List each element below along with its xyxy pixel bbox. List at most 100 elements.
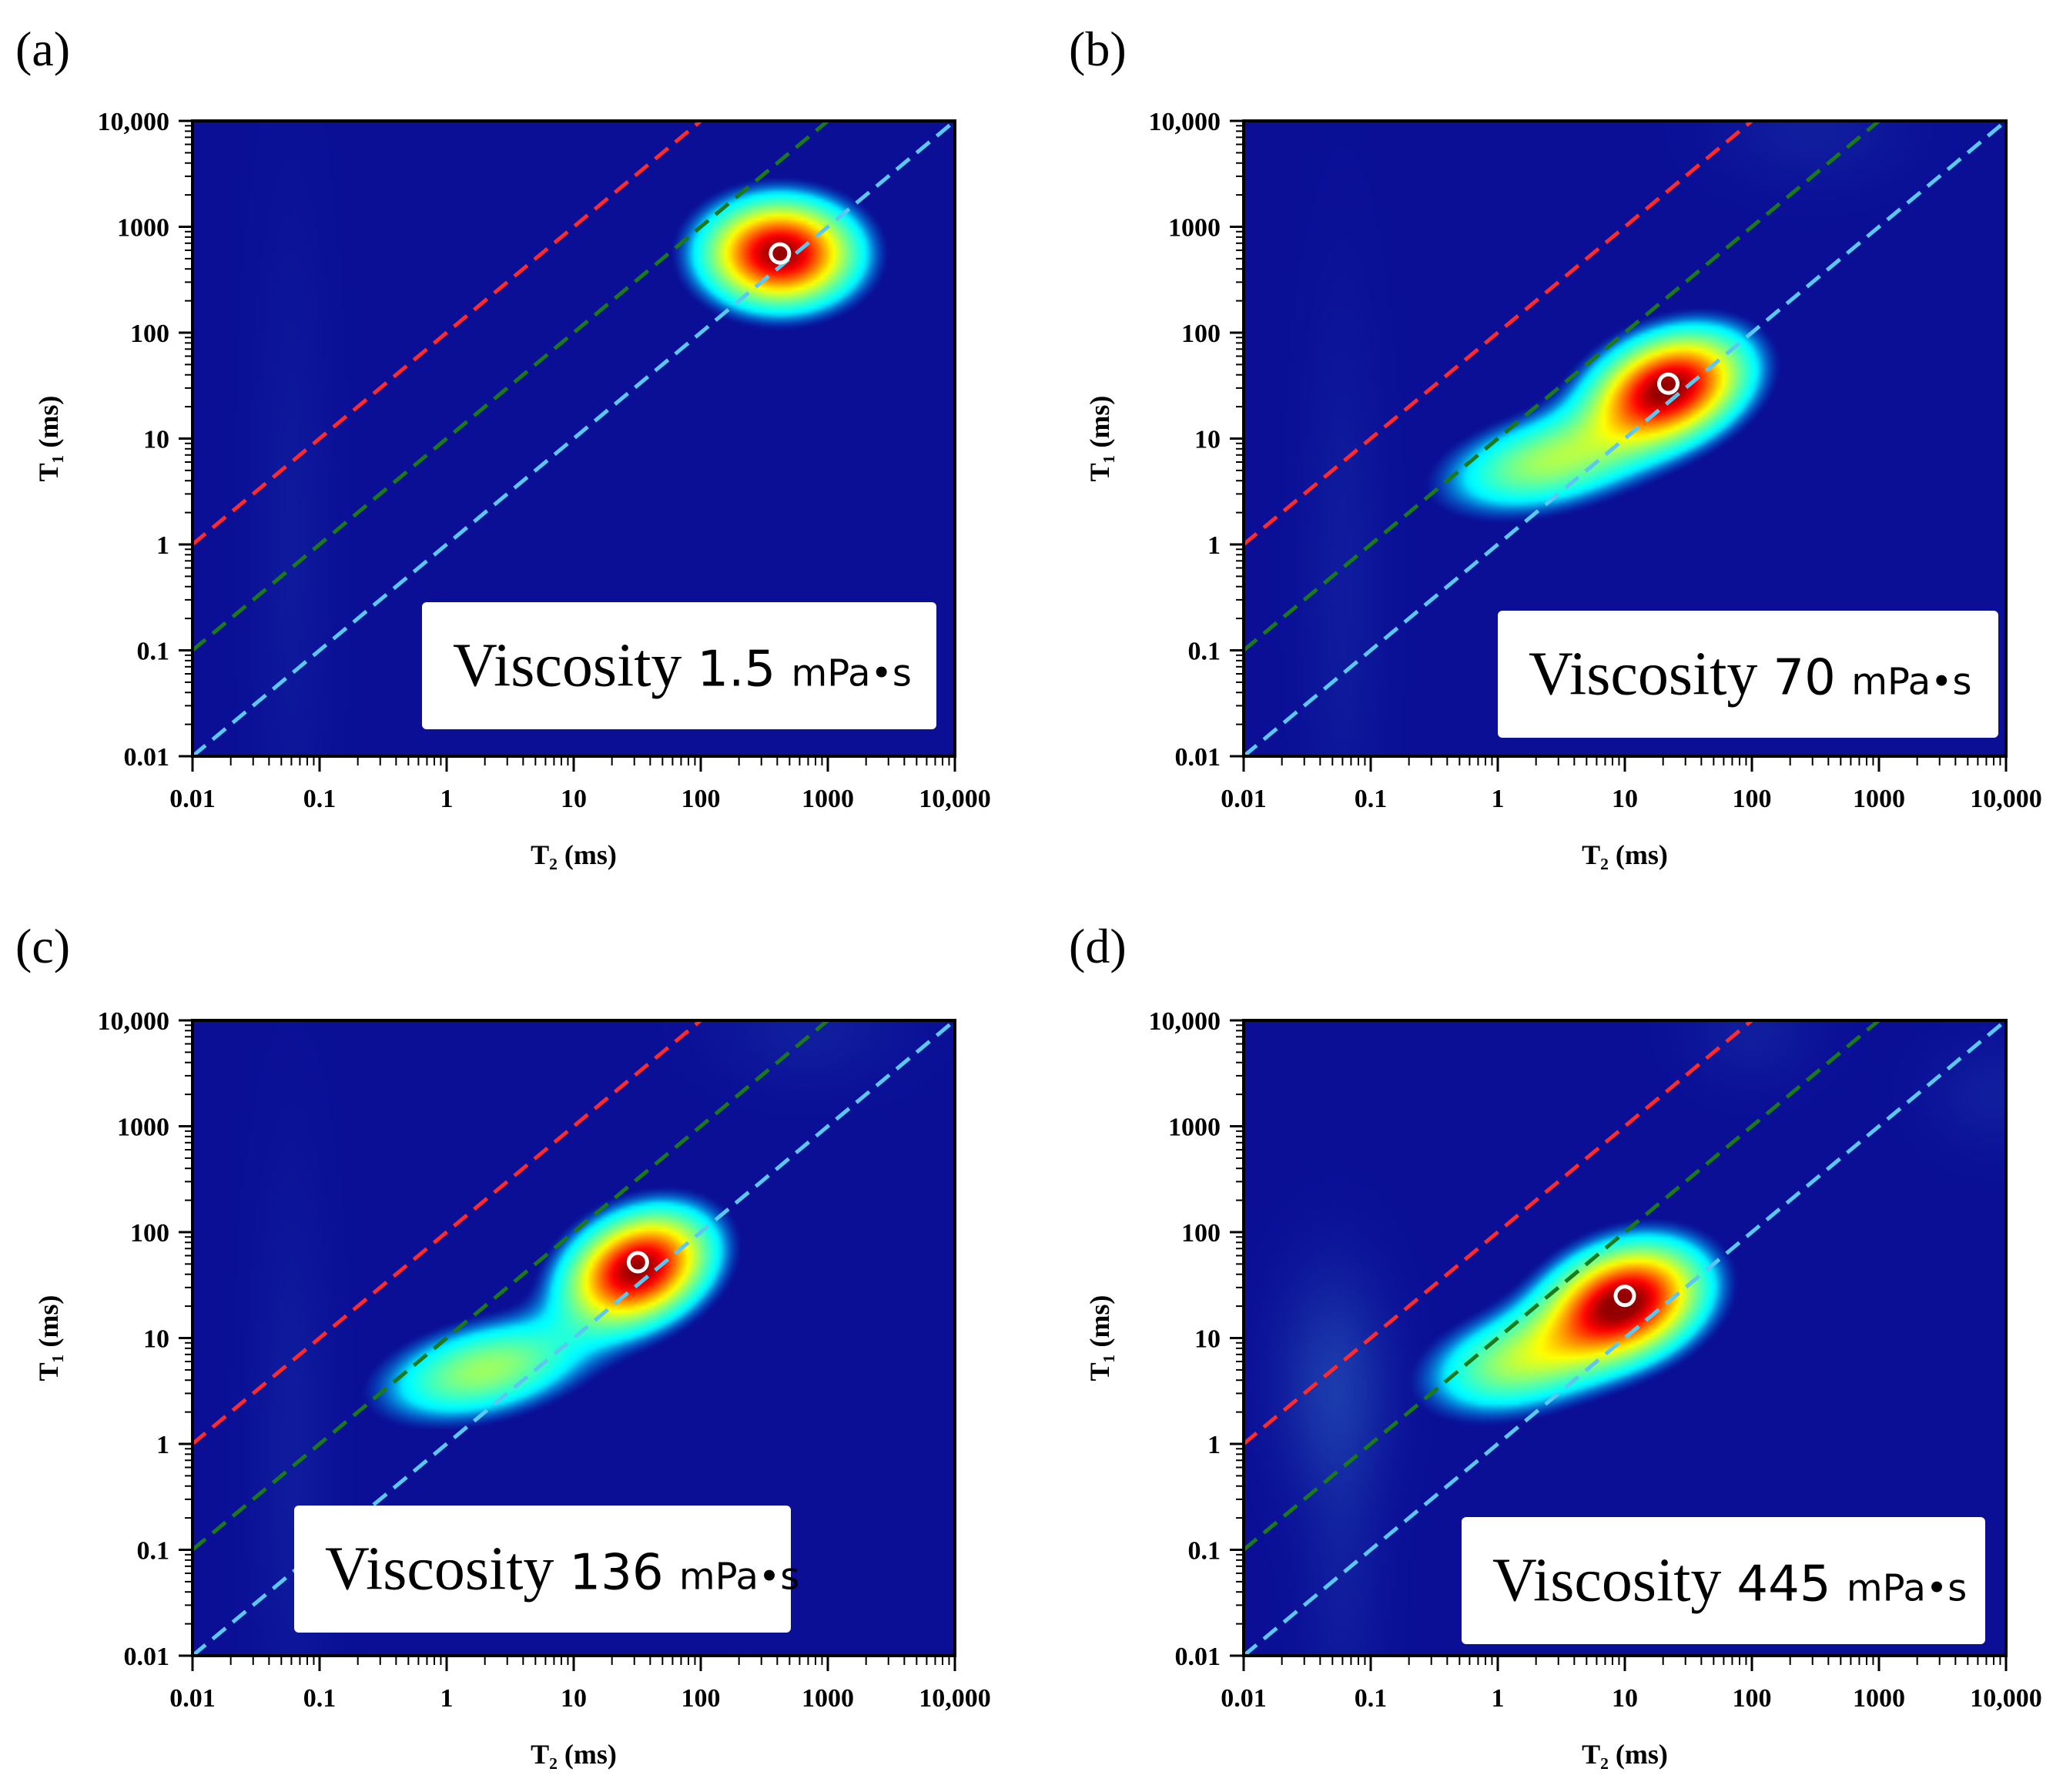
chart-panel-c: (c) 0.01 0.1 1 10 100 1000 10,000 0.01 0.1 1 10 100 1… (15, 919, 991, 1770)
reference-line-red (1244, 1020, 1755, 1445)
x-tick-label: 0.01 (1221, 785, 1267, 813)
y-tick-label: 10 (1194, 426, 1221, 454)
y-tick-label: 0.01 (1175, 743, 1221, 772)
x-tick-label: 1 (1492, 1684, 1505, 1713)
x-tick-label: 10 (561, 1684, 587, 1713)
x-tick-label: 100 (1733, 785, 1772, 813)
y-tick-label: 10,000 (1149, 1007, 1221, 1036)
x-tick-label: 1 (440, 785, 454, 813)
viscosity-unit: mPa•s (679, 1556, 799, 1599)
x-axis-label: T₂ (ms) (531, 839, 617, 870)
panel-label: (d) (1069, 919, 1127, 973)
chart-panel-b: (b) 0.01 0.1 1 10 100 1000 10,000 0.01 0.1 1 10 100 1… (1069, 22, 2042, 870)
panel-label: (c) (15, 919, 70, 973)
peak-marker (1613, 1285, 1636, 1308)
x-axis-label: T₂ (ms) (1582, 839, 1668, 870)
reference-line-green (193, 121, 831, 652)
x-tick-label: 100 (682, 785, 721, 813)
y-tick-label: 0.1 (1188, 1537, 1221, 1566)
x-tick-label: 0.1 (303, 1684, 337, 1713)
peak-marker (626, 1251, 649, 1274)
reference-line-cyan (1244, 1020, 2006, 1656)
x-axis-label: T₂ (ms) (1582, 1739, 1668, 1770)
y-tick-label: 1 (1207, 1431, 1221, 1459)
x-tick-label: 10,000 (1970, 1684, 2042, 1713)
viscosity-box (294, 1506, 791, 1633)
y-tick-label: 1000 (1168, 1114, 1221, 1142)
viscosity-value: 445 (1736, 1556, 1847, 1613)
viscosity-word: Viscosity (325, 1536, 569, 1603)
x-tick-label: 0.1 (303, 785, 337, 813)
y-axis-label: T₁ (ms) (33, 396, 64, 482)
y-tick-label: 0.01 (124, 1643, 170, 1671)
viscosity-unit: mPa•s (792, 652, 912, 695)
y-tick-label: 1 (156, 1431, 169, 1459)
y-tick-label: 0.01 (124, 743, 170, 772)
x-tick-label: 1 (1492, 785, 1505, 813)
reference-line-red (1244, 121, 1755, 546)
y-tick-label: 10 (143, 426, 169, 454)
x-tick-label: 1000 (1853, 1684, 1905, 1713)
x-tick-label: 1000 (802, 785, 854, 813)
x-tick-label: 10 (1612, 1684, 1638, 1713)
y-tick-label: 1000 (117, 214, 169, 243)
x-tick-label: 1000 (1853, 785, 1905, 813)
reference-line-cyan (193, 121, 955, 756)
peak-marker (1656, 372, 1680, 395)
y-tick-label: 1 (156, 531, 169, 560)
reference-line-red (193, 121, 704, 546)
viscosity-word: Viscosity (1492, 1547, 1736, 1615)
viscosity-text: Viscosity 70 mPa•s (1529, 641, 1971, 708)
y-tick-label: 10 (143, 1325, 169, 1354)
y-axis-label: T₁ (ms) (33, 1295, 64, 1382)
viscosity-value: 136 (569, 1545, 679, 1602)
y-axis-label: T₁ (ms) (1084, 1295, 1115, 1382)
viscosity-text: Viscosity 1.5 mPa•s (453, 632, 912, 700)
viscosity-box (1462, 1517, 1985, 1644)
x-tick-label: 1000 (802, 1684, 854, 1713)
reference-line-green (1244, 1020, 1882, 1552)
viscosity-value: 70 (1773, 650, 1851, 707)
viscosity-word: Viscosity (453, 632, 697, 700)
viscosity-text: Viscosity 136 mPa•s (325, 1536, 799, 1603)
x-tick-label: 10 (561, 785, 587, 813)
panel-label: (a) (15, 22, 70, 76)
x-tick-label: 100 (1733, 1684, 1772, 1713)
x-tick-label: 100 (682, 1684, 721, 1713)
viscosity-box (1498, 611, 1998, 738)
reference-line-cyan (1244, 121, 2006, 756)
y-tick-label: 1 (1207, 531, 1221, 560)
y-tick-label: 100 (1181, 1219, 1221, 1248)
viscosity-text: Viscosity 445 mPa•s (1492, 1547, 1967, 1615)
reference-line-red (193, 1020, 704, 1445)
panel-label: (b) (1069, 22, 1127, 76)
viscosity-unit: mPa•s (1847, 1567, 1967, 1610)
x-tick-label: 10 (1612, 785, 1638, 813)
x-tick-label: 0.01 (1221, 1684, 1267, 1713)
y-tick-label: 100 (130, 1219, 169, 1248)
x-axis-label: T₂ (ms) (531, 1739, 617, 1770)
x-tick-label: 10,000 (919, 1684, 991, 1713)
x-tick-label: 1 (440, 1684, 454, 1713)
y-tick-label: 0.01 (1175, 1643, 1221, 1671)
x-tick-label: 0.01 (169, 785, 216, 813)
y-tick-label: 1000 (1168, 214, 1221, 243)
y-tick-label: 0.1 (137, 638, 170, 666)
reference-line-green (193, 1020, 831, 1552)
y-tick-label: 10,000 (1149, 108, 1221, 136)
x-tick-label: 10,000 (919, 785, 991, 813)
y-axis-label: T₁ (ms) (1084, 396, 1115, 482)
y-tick-label: 0.1 (137, 1537, 170, 1566)
viscosity-box (422, 602, 936, 729)
y-tick-label: 10,000 (98, 1007, 170, 1036)
viscosity-word: Viscosity (1529, 641, 1773, 708)
y-tick-label: 10,000 (98, 108, 170, 136)
y-tick-label: 100 (130, 320, 169, 348)
y-tick-label: 1000 (117, 1114, 169, 1142)
chart-panel-a: (a) 0.01 0.1 1 10 100 1000 10,000 0.01 0.1 1 10 100 1… (15, 22, 991, 870)
y-tick-label: 100 (1181, 320, 1221, 348)
x-tick-label: 0.1 (1355, 785, 1388, 813)
x-tick-label: 10,000 (1970, 785, 2042, 813)
viscosity-value: 1.5 (697, 641, 791, 698)
